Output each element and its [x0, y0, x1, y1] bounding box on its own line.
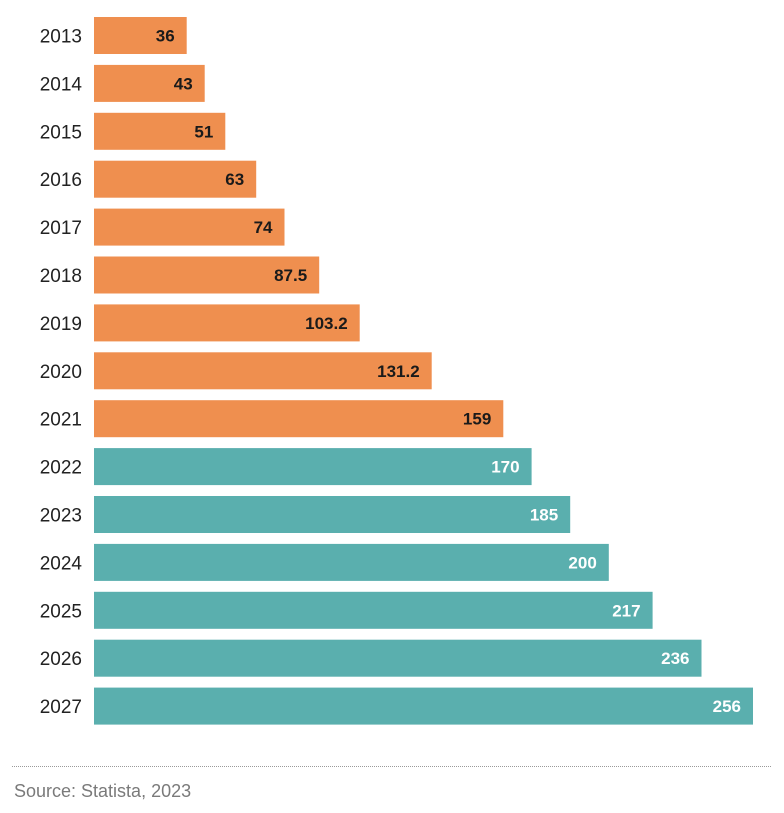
year-label-2021: 2021 — [40, 410, 82, 431]
value-label-2021: 159 — [463, 410, 491, 429]
bar-2019 — [94, 304, 360, 342]
year-label-2023: 2023 — [40, 506, 82, 527]
year-label-2019: 2019 — [40, 314, 82, 335]
bar-2016 — [94, 160, 257, 198]
value-label-2014: 43 — [174, 74, 193, 93]
bar-2027 — [94, 687, 753, 725]
bar-chart: 2013 36 2014 43 2015 51 2016 63 2017 74 2018 87.5 20… — [40, 17, 753, 725]
bar-2022 — [94, 448, 532, 486]
bar-2017 — [94, 208, 285, 246]
year-label-2025: 2025 — [40, 601, 82, 622]
value-label-2016: 63 — [225, 170, 244, 189]
year-label-2016: 2016 — [40, 170, 82, 191]
year-label-2022: 2022 — [40, 458, 82, 479]
value-label-2013: 36 — [156, 27, 175, 46]
bar-2023 — [94, 496, 571, 533]
year-label-2026: 2026 — [40, 649, 82, 670]
footer-divider — [12, 766, 771, 767]
source-note: Source: Statista, 2023 — [14, 781, 192, 801]
bar-2024 — [94, 543, 609, 581]
year-label-2017: 2017 — [40, 218, 82, 239]
value-label-2025: 217 — [612, 601, 640, 620]
year-label-2027: 2027 — [40, 697, 82, 718]
value-label-2019: 103.2 — [305, 314, 348, 333]
bar-2018 — [94, 256, 320, 294]
value-label-2018: 87.5 — [274, 266, 307, 285]
year-label-2024: 2024 — [40, 553, 83, 574]
year-label-2015: 2015 — [40, 122, 82, 143]
bar-2020 — [94, 352, 432, 390]
value-label-2022: 170 — [491, 458, 519, 477]
year-label-2020: 2020 — [40, 362, 82, 383]
year-label-2013: 2013 — [40, 27, 82, 48]
value-label-2017: 74 — [254, 218, 273, 237]
value-label-2027: 256 — [713, 697, 741, 716]
value-label-2020: 131.2 — [377, 362, 420, 381]
value-label-2024: 200 — [568, 553, 596, 572]
value-label-2023: 185 — [530, 506, 558, 525]
bar-2026 — [94, 639, 702, 677]
bar-2021 — [94, 400, 504, 438]
value-label-2026: 236 — [661, 649, 689, 668]
bar-2025 — [94, 591, 653, 629]
value-label-2015: 51 — [194, 122, 213, 141]
year-label-2018: 2018 — [40, 266, 82, 287]
bar-2014 — [94, 64, 205, 102]
bar-2015 — [94, 112, 226, 150]
bar-2013 — [94, 17, 187, 54]
year-label-2014: 2014 — [40, 74, 83, 95]
